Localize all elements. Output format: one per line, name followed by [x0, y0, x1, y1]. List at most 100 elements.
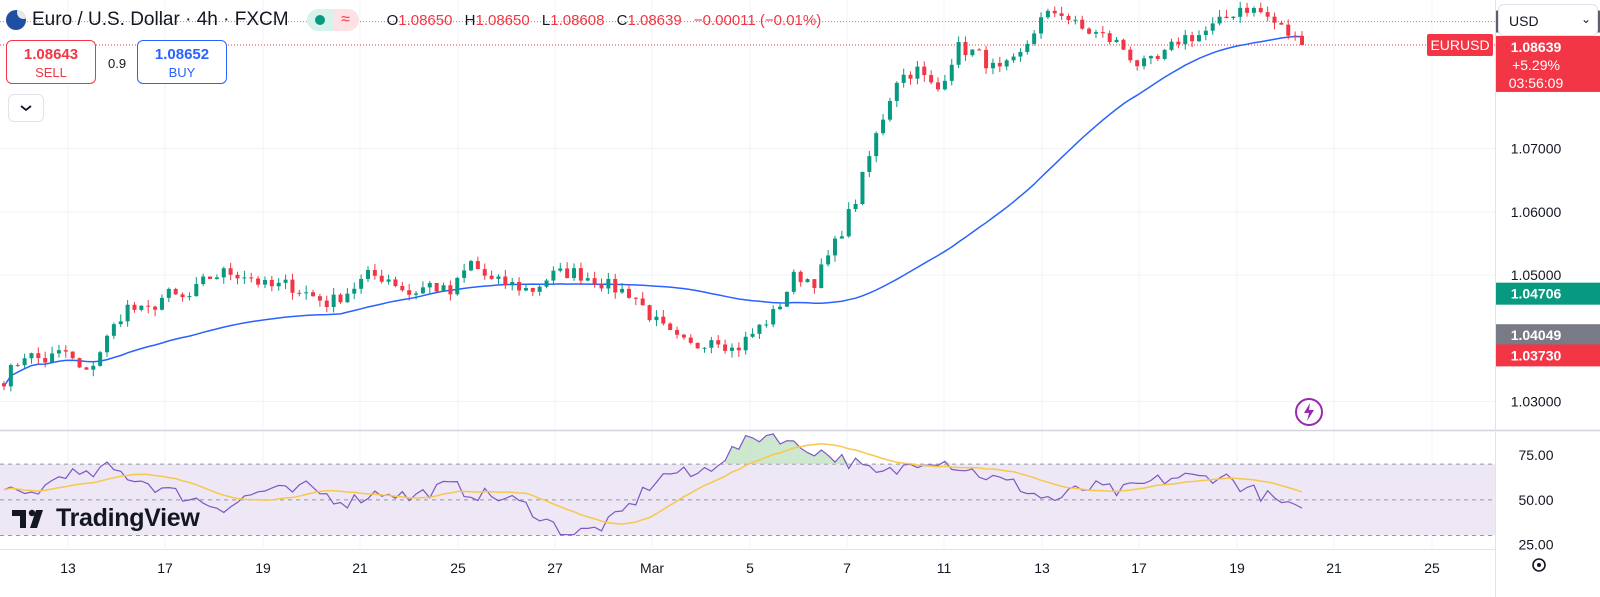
candle[interactable] [242, 270, 247, 284]
candle[interactable] [1128, 46, 1133, 63]
candle[interactable] [523, 283, 528, 292]
candle[interactable] [187, 292, 192, 301]
candle[interactable] [846, 202, 851, 238]
candle[interactable] [91, 361, 96, 377]
candle[interactable] [1169, 38, 1174, 52]
candle[interactable] [311, 289, 316, 297]
candle[interactable] [510, 277, 515, 291]
candle[interactable] [654, 310, 659, 327]
candle[interactable] [269, 276, 274, 292]
candle[interactable] [1032, 29, 1037, 46]
candle[interactable] [1080, 15, 1085, 30]
symbol-title[interactable]: Euro / U.S. Dollar · 4h · FXCM [32, 9, 289, 30]
candle[interactable] [668, 322, 673, 331]
candle[interactable] [729, 343, 734, 358]
candle[interactable] [613, 273, 618, 299]
candle[interactable] [132, 301, 137, 313]
candle[interactable] [201, 273, 206, 287]
candle[interactable] [8, 363, 13, 392]
candle[interactable] [1231, 16, 1236, 21]
candle[interactable] [15, 362, 20, 367]
candle[interactable] [304, 285, 309, 300]
candle[interactable] [214, 274, 219, 280]
candle[interactable] [867, 150, 872, 178]
candle[interactable] [771, 305, 776, 328]
candle[interactable] [489, 270, 494, 280]
candle[interactable] [441, 282, 446, 292]
candle[interactable] [166, 287, 171, 303]
candle[interactable] [372, 263, 377, 280]
candle[interactable] [723, 339, 728, 354]
candle[interactable] [1045, 8, 1050, 20]
candle[interactable] [894, 81, 899, 108]
candle[interactable] [1238, 1, 1243, 24]
candle[interactable] [139, 305, 144, 312]
candle[interactable] [283, 274, 288, 289]
candle[interactable] [1245, 2, 1250, 17]
candle[interactable] [1286, 19, 1291, 40]
candle[interactable] [517, 277, 522, 296]
candle[interactable] [1018, 48, 1023, 62]
candle[interactable] [805, 278, 810, 283]
candle[interactable] [180, 292, 185, 302]
candle[interactable] [1093, 29, 1098, 39]
candle[interactable] [558, 262, 563, 273]
candle[interactable] [50, 346, 55, 363]
candle[interactable] [798, 270, 803, 287]
candle[interactable] [111, 322, 116, 339]
candle[interactable] [29, 352, 34, 364]
candle[interactable] [695, 342, 700, 349]
candle[interactable] [249, 272, 254, 283]
candle[interactable] [105, 334, 110, 357]
candle[interactable] [118, 314, 123, 328]
candle[interactable] [1293, 31, 1298, 41]
candle[interactable] [1183, 29, 1188, 50]
candle[interactable] [661, 310, 666, 326]
candle[interactable] [997, 56, 1002, 73]
candle[interactable] [1025, 40, 1030, 55]
candle[interactable] [647, 304, 652, 322]
wave-icon[interactable]: ≈ [332, 9, 359, 31]
candle[interactable] [379, 269, 384, 284]
candle[interactable] [84, 366, 89, 370]
candle[interactable] [1066, 13, 1071, 25]
candle[interactable] [572, 263, 577, 281]
tradingview-logo[interactable]: TradingView [12, 504, 200, 533]
candle[interactable] [990, 58, 995, 75]
candle[interactable] [599, 278, 604, 292]
candle[interactable] [98, 350, 103, 367]
candle[interactable] [482, 263, 487, 280]
candle[interactable] [297, 289, 302, 297]
candle[interactable] [352, 282, 357, 300]
candle[interactable] [984, 45, 989, 74]
candle[interactable] [386, 274, 391, 285]
candle[interactable] [359, 274, 364, 294]
candle[interactable] [63, 345, 68, 358]
candle[interactable] [455, 276, 460, 296]
candle[interactable] [1162, 49, 1167, 61]
candle[interactable] [901, 68, 906, 88]
candle[interactable] [420, 281, 425, 295]
candle[interactable] [1135, 59, 1140, 71]
candle[interactable] [1300, 31, 1304, 46]
candle[interactable] [1258, 2, 1263, 14]
settings-gear-icon[interactable] [1530, 556, 1548, 574]
candle[interactable] [262, 276, 267, 289]
candle[interactable] [908, 71, 913, 85]
candle[interactable] [338, 293, 343, 304]
candle[interactable] [633, 296, 638, 306]
candle[interactable] [324, 295, 329, 313]
candle[interactable] [1121, 38, 1126, 51]
candle[interactable] [235, 271, 240, 285]
candle[interactable] [365, 266, 370, 283]
candle[interactable] [620, 282, 625, 294]
candle[interactable] [475, 256, 480, 270]
candle[interactable] [146, 300, 151, 314]
candle[interactable] [778, 303, 783, 310]
candle[interactable] [469, 259, 474, 272]
candle[interactable] [503, 269, 508, 289]
candle[interactable] [1176, 37, 1181, 49]
candle[interactable] [963, 36, 968, 61]
candle[interactable] [228, 262, 233, 281]
candle[interactable] [936, 77, 941, 92]
